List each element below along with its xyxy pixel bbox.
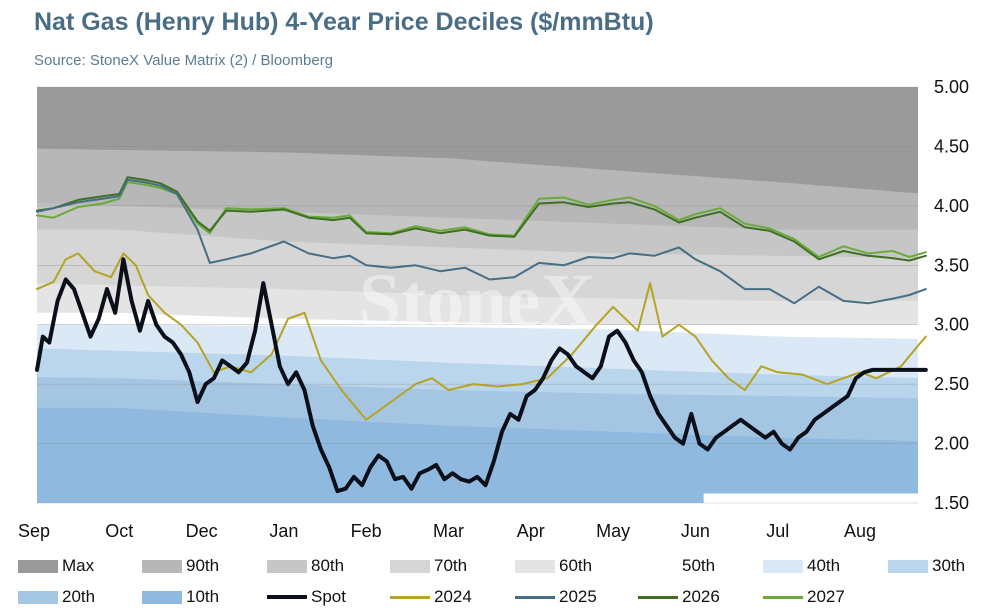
legend-swatch bbox=[18, 590, 58, 604]
y-tick-label: 4.00 bbox=[934, 196, 969, 216]
legend-swatch bbox=[267, 595, 307, 599]
series-line-2026 bbox=[36, 176, 927, 262]
legend-swatch bbox=[515, 559, 555, 573]
legend-label: 80th bbox=[311, 556, 345, 575]
legend-swatch bbox=[267, 559, 307, 573]
legend-label: 2025 bbox=[559, 587, 597, 606]
legend-label: 2024 bbox=[434, 587, 472, 606]
band-10th bbox=[37, 407, 918, 503]
x-tick-label: Jul bbox=[766, 521, 789, 541]
y-tick-label: 3.00 bbox=[934, 315, 969, 335]
legend-label: Max bbox=[62, 556, 95, 575]
legend-swatch bbox=[638, 595, 678, 599]
x-tick-label: May bbox=[596, 521, 630, 541]
series-line-2027 bbox=[36, 181, 927, 258]
series-lines bbox=[35, 176, 928, 494]
legend-item-90th: 90th bbox=[142, 555, 219, 577]
band-min-floor bbox=[703, 493, 918, 505]
x-tick-label: Apr bbox=[517, 521, 545, 541]
series-line-spot bbox=[35, 257, 928, 494]
x-axis-ticks: Sep Oct Dec Jan Feb Mar Apr May Jun Jul Aug bbox=[18, 521, 876, 541]
x-tick-label: Oct bbox=[105, 521, 133, 541]
legend-item-max: Max bbox=[18, 555, 94, 577]
legend-swatch bbox=[390, 595, 430, 599]
legend-item-80th: 80th bbox=[267, 555, 344, 577]
legend-label: 2027 bbox=[807, 587, 845, 606]
y-axis-ticks: 5.00 4.50 4.00 3.50 3.00 2.50 2.00 1.50 bbox=[934, 77, 969, 513]
legend-item-60th: 60th bbox=[515, 555, 592, 577]
y-tick-label: 2.50 bbox=[934, 374, 969, 394]
x-tick-label: Mar bbox=[433, 521, 464, 541]
legend-item-10th: 10th bbox=[142, 586, 219, 608]
y-tick-label: 1.50 bbox=[934, 493, 969, 513]
gridlines bbox=[37, 86, 918, 504]
legend-item-50th: 50th bbox=[638, 555, 715, 577]
chart-title: Nat Gas (Henry Hub) 4-Year Price Deciles… bbox=[34, 8, 654, 36]
legend-item-2027: 2027 bbox=[763, 586, 845, 608]
legend-swatch bbox=[18, 559, 58, 573]
x-tick-label: Dec bbox=[186, 521, 218, 541]
legend-item-30th: 30th bbox=[888, 555, 965, 577]
legend-item-2025: 2025 bbox=[515, 586, 597, 608]
legend-item-spot: Spot bbox=[267, 586, 346, 608]
legend-label: 40th bbox=[807, 556, 841, 575]
legend-swatch bbox=[390, 559, 430, 573]
legend-label: Spot bbox=[311, 587, 346, 606]
x-tick-label: Sep bbox=[18, 521, 50, 541]
legend-swatch bbox=[763, 559, 803, 573]
legend-swatch bbox=[142, 559, 182, 573]
x-tick-label: Jan bbox=[269, 521, 298, 541]
y-tick-label: 2.00 bbox=[934, 434, 969, 454]
legend-swatch bbox=[515, 595, 555, 599]
legend-item-20th: 20th bbox=[18, 586, 95, 608]
chart-subtitle: Source: StoneX Value Matrix (2) / Bloomb… bbox=[34, 52, 334, 69]
legend-label: 2026 bbox=[682, 587, 720, 606]
series-line-2024 bbox=[36, 252, 927, 421]
legend-label: 50th bbox=[682, 556, 716, 575]
stonex-watermark: StoneX bbox=[359, 259, 595, 343]
legend-label: 60th bbox=[559, 556, 593, 575]
x-tick-label: Aug bbox=[844, 521, 876, 541]
legend-label: 90th bbox=[186, 556, 220, 575]
y-tick-label: 3.50 bbox=[934, 255, 969, 275]
y-tick-label: 5.00 bbox=[934, 77, 969, 97]
legend-swatch bbox=[142, 590, 182, 604]
legend-label: 30th bbox=[932, 556, 966, 575]
legend-item-2024: 2024 bbox=[390, 586, 472, 608]
y-tick-label: 4.50 bbox=[934, 136, 969, 156]
x-tick-label: Feb bbox=[351, 521, 382, 541]
legend-label: 10th bbox=[186, 587, 220, 606]
legend-swatch bbox=[638, 559, 678, 573]
legend-label: 70th bbox=[434, 556, 468, 575]
legend-label: 20th bbox=[62, 587, 96, 606]
legend-item-40th: 40th bbox=[763, 555, 840, 577]
series-line-2025 bbox=[36, 178, 927, 305]
x-tick-label: Jun bbox=[681, 521, 710, 541]
legend-item-2026: 2026 bbox=[638, 586, 720, 608]
legend-item-70th: 70th bbox=[390, 555, 467, 577]
legend-swatch bbox=[888, 559, 928, 573]
legend-swatch bbox=[763, 595, 803, 599]
